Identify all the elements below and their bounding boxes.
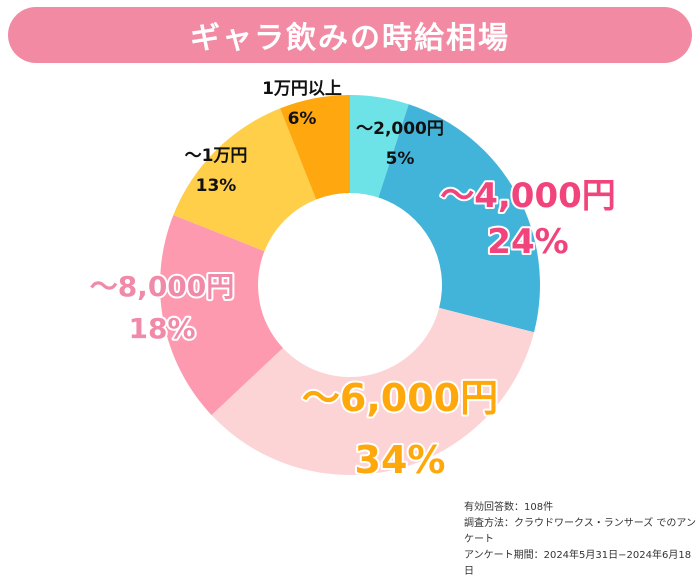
slice-value-label: 34% [355, 438, 446, 482]
donut-slice [160, 215, 283, 416]
slice-category-label: 〜8,000円 [90, 270, 235, 303]
donut-slice [378, 104, 540, 333]
donut-slice [173, 108, 317, 252]
slice-category-label: 1万円以上 [262, 79, 342, 99]
donut-slice [211, 307, 535, 476]
slice-value-label: 18% [128, 312, 195, 345]
slice-value-label: 13% [196, 176, 237, 196]
donut-slice [280, 95, 350, 200]
slice-category-label: 〜6,000円 [302, 376, 498, 420]
footnote-method: 調査方法：クラウドワークス・ランサーズ でのアンケート [464, 518, 696, 545]
page-title: ギャラ飲みの時給相場 [190, 21, 510, 56]
slice-category-label: 〜1万円 [185, 146, 248, 166]
slice-category-label: 〜2,000円 [356, 119, 444, 139]
donut-slice [350, 95, 409, 198]
slice-value-label: 6% [288, 109, 317, 129]
slice-value-label: 24% [487, 222, 568, 262]
slice-category-label: 〜4,000円 [440, 176, 616, 216]
title-banner: ギャラ飲みの時給相場 [8, 7, 692, 63]
donut-slices [160, 95, 540, 476]
survey-footnote: 有効回答数：108件 調査方法：クラウドワークス・ランサーズ でのアンケート ア… [464, 500, 700, 580]
donut-chart: 〜2,000円 5% 〜4,000円 24% 〜6,000円 34% 〜8,000円 18% 〜… [88, 79, 618, 484]
donut-labels: 〜2,000円 5% 〜4,000円 24% 〜6,000円 34% 〜8,000円 18% 〜… [88, 79, 618, 484]
footnote-period: アンケート期間：2024年5月31日−2024年6月18日 [464, 550, 692, 577]
footnote-respondents: 有効回答数：108件 [464, 502, 554, 513]
slice-value-label: 5% [386, 149, 415, 169]
